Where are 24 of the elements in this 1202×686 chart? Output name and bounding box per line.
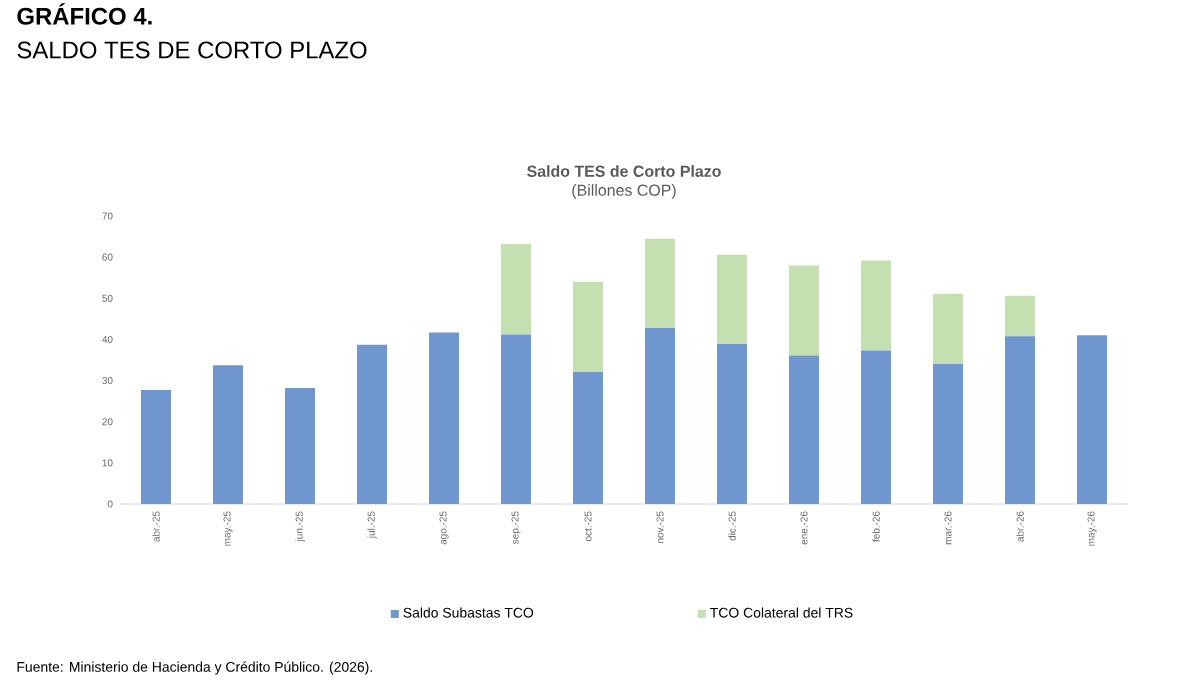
bar xyxy=(861,350,892,504)
bar xyxy=(501,243,532,335)
bar xyxy=(933,364,964,504)
bar xyxy=(717,343,748,504)
bar xyxy=(573,371,604,504)
bar xyxy=(501,334,532,504)
bar xyxy=(645,327,676,504)
text: GRÁFICO 4. xyxy=(17,3,152,25)
bar xyxy=(573,281,604,372)
bar xyxy=(1005,336,1036,504)
bar xyxy=(645,238,676,328)
bar xyxy=(789,265,820,356)
bar xyxy=(429,332,460,504)
bar xyxy=(789,355,820,504)
text: SALDO TES DE CORTO PLAZO xyxy=(17,41,367,59)
bar xyxy=(1005,295,1036,337)
bar xyxy=(357,344,388,504)
bar xyxy=(141,390,172,504)
bar xyxy=(861,260,892,351)
bar xyxy=(933,293,964,365)
bar xyxy=(213,365,244,504)
bar xyxy=(285,387,316,504)
bar xyxy=(1077,335,1108,504)
bar xyxy=(717,254,748,344)
